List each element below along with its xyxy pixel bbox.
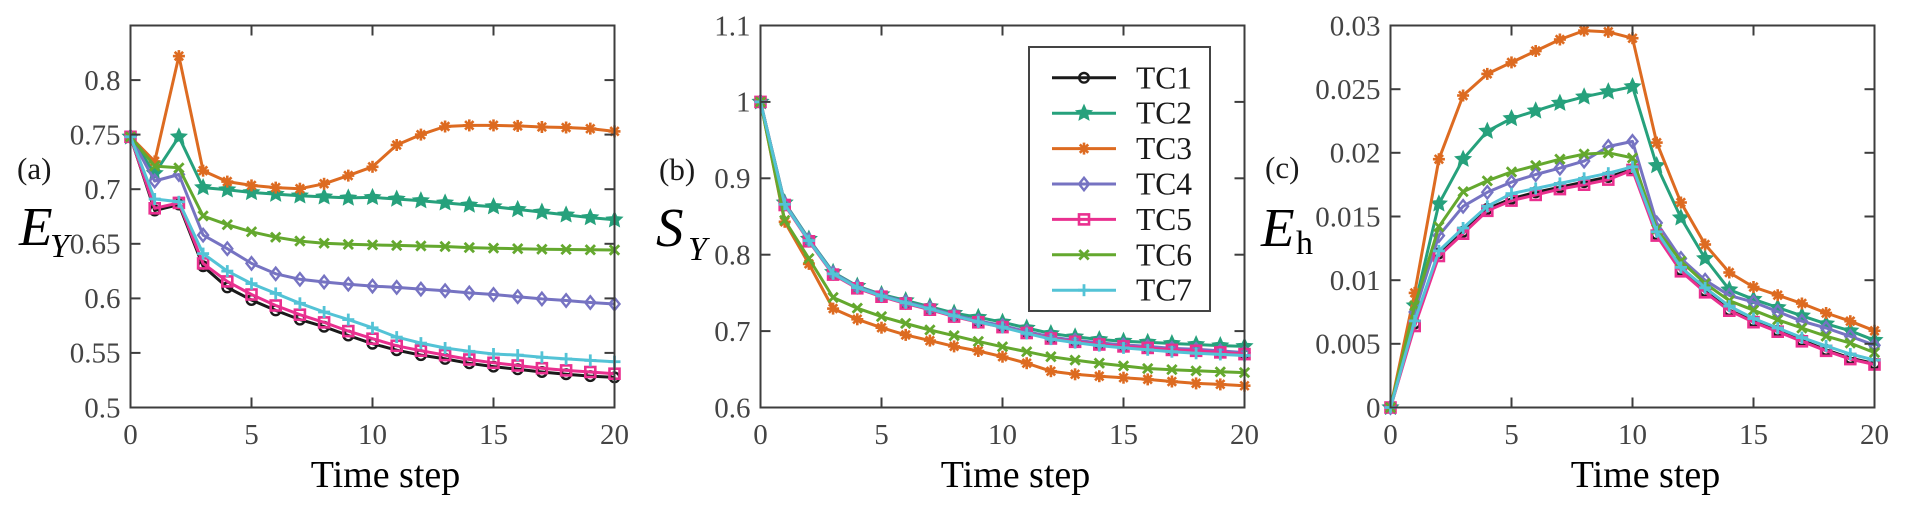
svg-text:0.55: 0.55 xyxy=(70,338,121,370)
svg-text:Time step: Time step xyxy=(1571,454,1721,496)
svg-text:15: 15 xyxy=(479,419,508,451)
svg-text:0.6: 0.6 xyxy=(714,392,750,424)
svg-text:0.7: 0.7 xyxy=(714,316,750,348)
svg-text:0.005: 0.005 xyxy=(1315,329,1380,361)
svg-text:0: 0 xyxy=(753,419,768,451)
svg-text:15: 15 xyxy=(1739,419,1768,451)
svg-text:1.1: 1.1 xyxy=(714,10,750,42)
svg-text:0.75: 0.75 xyxy=(70,119,121,151)
svg-text:1: 1 xyxy=(736,87,751,119)
svg-text:TC7: TC7 xyxy=(1136,273,1192,308)
svg-text:10: 10 xyxy=(358,419,387,451)
svg-text:0.5: 0.5 xyxy=(84,392,120,424)
svg-text:TC5: TC5 xyxy=(1136,202,1192,237)
svg-text:Y: Y xyxy=(688,231,710,268)
svg-text:TC3: TC3 xyxy=(1136,131,1192,166)
svg-text:0.02: 0.02 xyxy=(1330,138,1381,170)
svg-text:10: 10 xyxy=(1618,419,1647,451)
svg-text:0.01: 0.01 xyxy=(1330,265,1381,297)
svg-text:20: 20 xyxy=(1230,419,1259,451)
svg-text:Time step: Time step xyxy=(311,454,461,496)
svg-text:20: 20 xyxy=(600,419,629,451)
svg-text:0.9: 0.9 xyxy=(714,163,750,195)
svg-text:15: 15 xyxy=(1109,419,1138,451)
svg-text:E: E xyxy=(18,196,53,257)
svg-text:Time step: Time step xyxy=(941,454,1091,496)
svg-text:0.65: 0.65 xyxy=(70,229,121,261)
svg-text:0.03: 0.03 xyxy=(1330,10,1381,42)
svg-text:10: 10 xyxy=(988,419,1017,451)
svg-text:0.6: 0.6 xyxy=(84,283,120,315)
svg-text:5: 5 xyxy=(244,419,259,451)
svg-text:5: 5 xyxy=(1504,419,1519,451)
svg-text:0.025: 0.025 xyxy=(1315,74,1380,106)
svg-text:0.8: 0.8 xyxy=(84,65,120,97)
svg-text:(b): (b) xyxy=(659,152,695,187)
svg-text:TC1: TC1 xyxy=(1136,60,1192,95)
svg-text:TC6: TC6 xyxy=(1136,237,1192,272)
svg-text:0.7: 0.7 xyxy=(84,174,120,206)
svg-text:0: 0 xyxy=(1366,392,1381,424)
svg-text:0: 0 xyxy=(123,419,138,451)
svg-text:TC2: TC2 xyxy=(1136,96,1192,131)
svg-text:5: 5 xyxy=(874,419,889,451)
svg-text:(a): (a) xyxy=(17,151,51,186)
svg-text:E: E xyxy=(1260,197,1295,258)
svg-text:(c): (c) xyxy=(1265,150,1299,185)
svg-text:0.015: 0.015 xyxy=(1315,201,1380,233)
svg-text:TC4: TC4 xyxy=(1136,167,1192,202)
svg-text:h: h xyxy=(1296,225,1313,262)
svg-text:Y: Y xyxy=(50,228,72,265)
svg-text:20: 20 xyxy=(1860,419,1889,451)
svg-text:S: S xyxy=(656,197,684,258)
svg-text:0.8: 0.8 xyxy=(714,240,750,272)
svg-text:0: 0 xyxy=(1383,419,1398,451)
